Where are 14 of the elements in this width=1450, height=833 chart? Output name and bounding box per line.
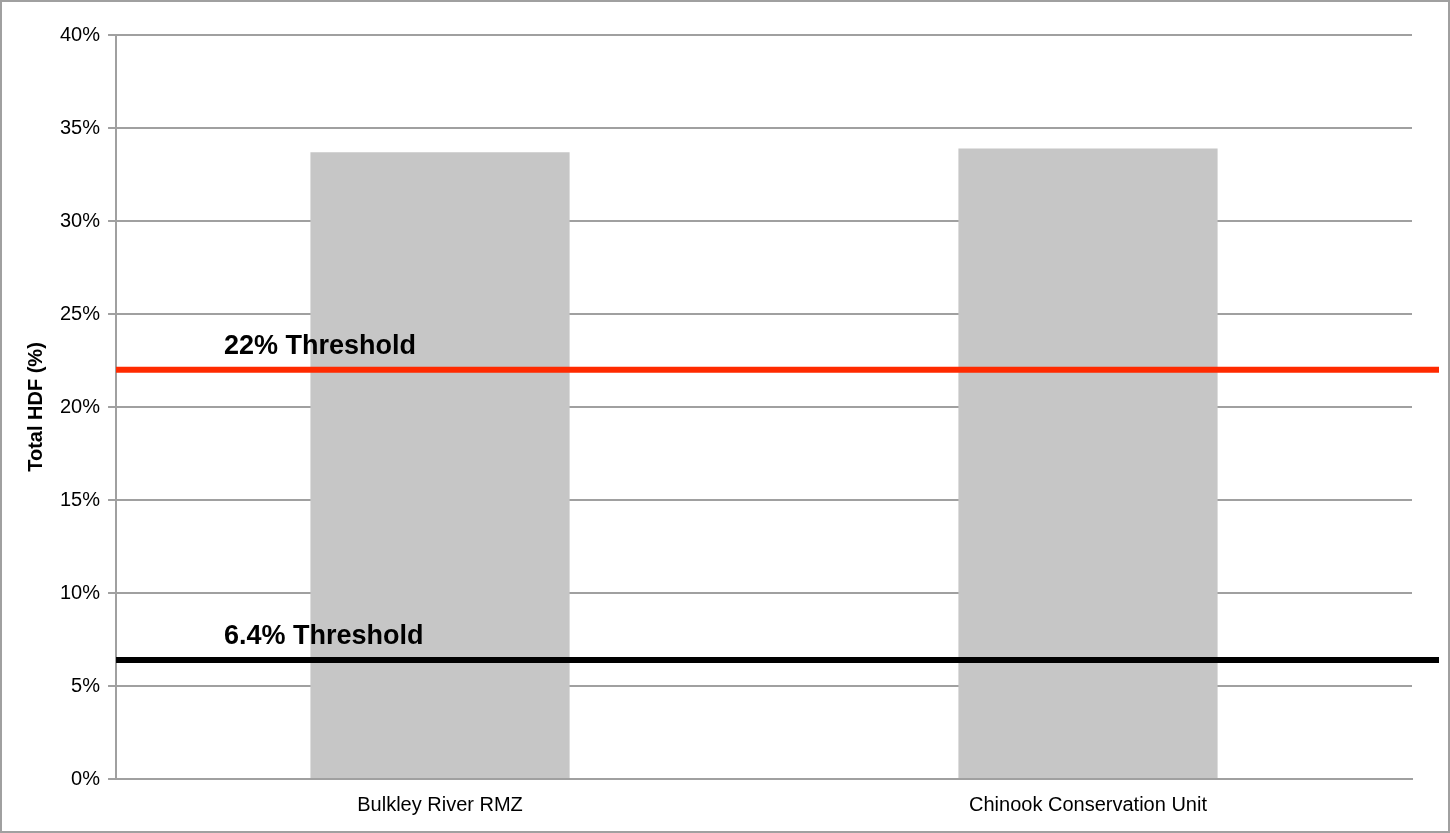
y-axis-title: Total HDF (%) <box>23 342 46 472</box>
y-tick-label: 25% <box>60 301 101 324</box>
x-tick-label: Bulkley River RMZ <box>357 792 523 815</box>
x-tick-label: Chinook Conservation Unit <box>969 792 1208 815</box>
y-tick-label: 35% <box>60 115 101 138</box>
ref-line-label: 6.4% Threshold <box>224 619 424 650</box>
y-tick-label: 5% <box>71 673 101 696</box>
y-tick-label: 40% <box>60 22 101 45</box>
y-tick-label: 30% <box>60 208 101 231</box>
y-tick-label: 20% <box>60 394 101 417</box>
y-tick-label: 10% <box>60 580 101 603</box>
y-tick-label: 15% <box>60 487 101 510</box>
y-tick-label: 0% <box>71 766 101 789</box>
ref-line-label: 22% Threshold <box>224 329 417 360</box>
